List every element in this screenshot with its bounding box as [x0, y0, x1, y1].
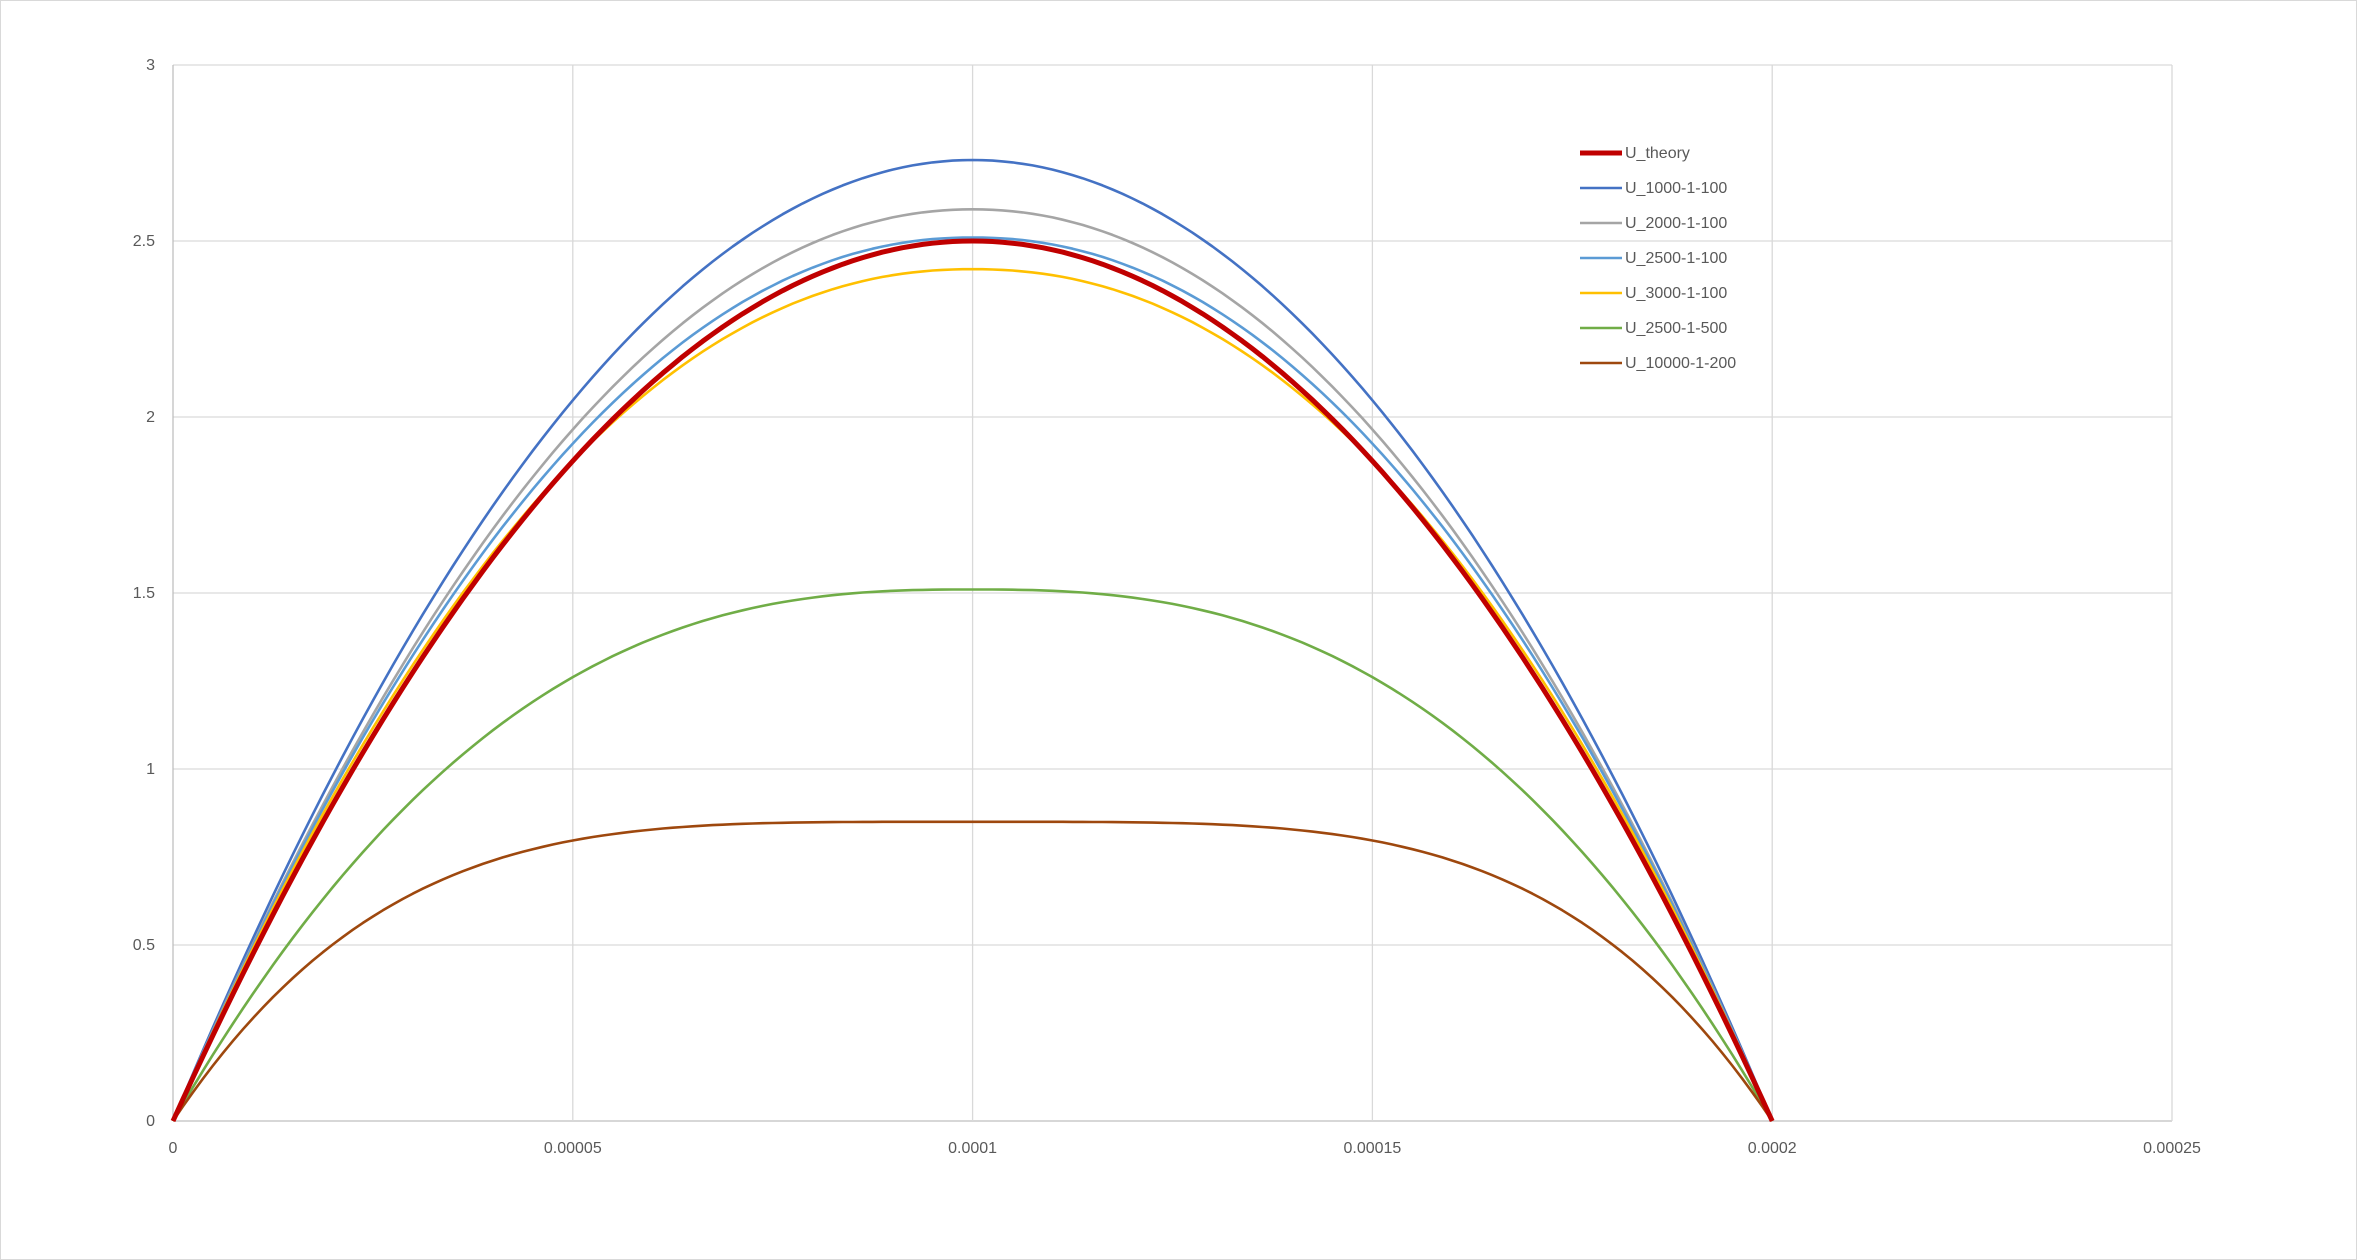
legend-label: U_2500-1-100 [1625, 250, 1727, 267]
series-line-u-2000-1-100 [171, 208, 1774, 1122]
y-tick-label: 2.5 [133, 233, 155, 250]
legend: U_theory U_1000-1-100 U_2000-1-100 U_2500-1… [1580, 145, 1736, 372]
y-tick-label: 1.5 [133, 585, 155, 602]
y-tick-label: 1 [146, 761, 155, 778]
x-tick-label: 0.00025 [2143, 1140, 2201, 1157]
y-tick-label: 3 [146, 57, 155, 74]
series-line-u-1000-1-100 [171, 158, 1774, 1122]
y-tick-label: 0.5 [133, 937, 155, 954]
x-tick-label: 0.00015 [1343, 1140, 1401, 1157]
series-line-u-theory [170, 238, 1775, 1123]
series-line-u-3000-1-100 [171, 267, 1774, 1122]
x-tick-label: 0.00005 [544, 1140, 602, 1157]
legend-label: U_1000-1-100 [1625, 180, 1727, 197]
legend-label: U_theory [1625, 145, 1690, 162]
y-tick-label: 2 [146, 409, 155, 426]
series-line-u-10000-1-200 [171, 820, 1774, 1122]
series-lines [170, 158, 1775, 1123]
legend-label: U_3000-1-100 [1625, 285, 1727, 302]
series-line-u-2500-1-100 [171, 236, 1774, 1122]
x-tick-label: 0 [169, 1140, 178, 1157]
y-tick-label: 0 [146, 1113, 155, 1130]
legend-label: U_2500-1-500 [1625, 320, 1727, 337]
gridlines [172, 64, 2173, 1122]
legend-label: U_2000-1-100 [1625, 215, 1727, 232]
x-tick-label: 0.0002 [1748, 1140, 1797, 1157]
series-line-u-2500-1-500 [171, 588, 1774, 1122]
axes: 0 0.5 1 1.5 2 2.5 3 0 0.00005 0.0001 0.00015 0.0002… [133, 57, 2201, 1157]
x-tick-label: 0.0001 [948, 1140, 997, 1157]
legend-label: U_10000-1-200 [1625, 355, 1736, 372]
